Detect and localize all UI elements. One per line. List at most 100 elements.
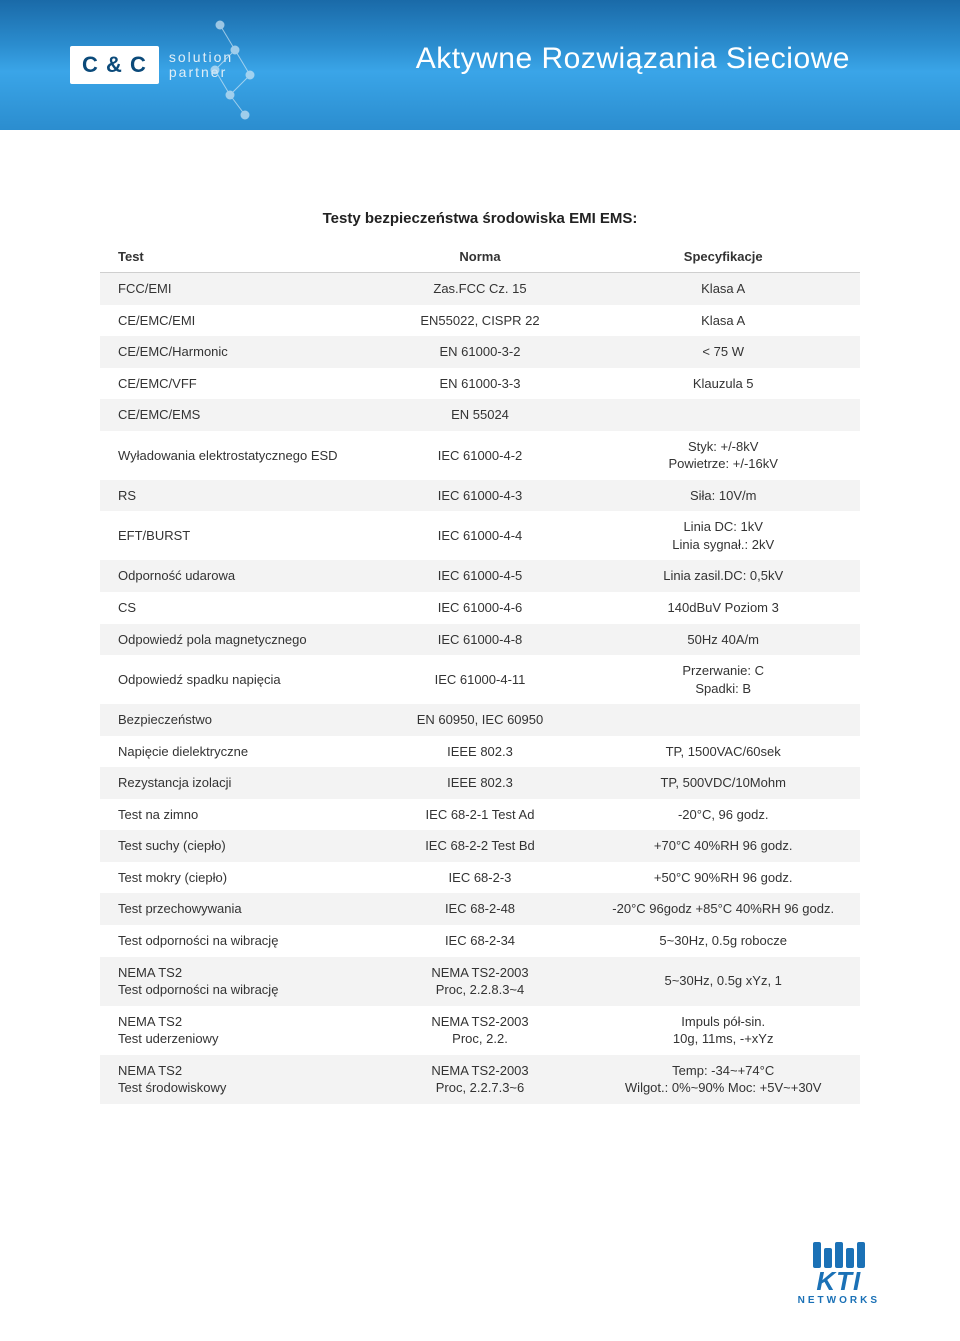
- cell-test: Napięcie dielektryczne: [100, 736, 374, 768]
- cell-norma: NEMA TS2-2003Proc, 2.2.8.3~4: [374, 957, 587, 1006]
- cell-spec: TP, 500VDC/10Mohm: [586, 767, 860, 799]
- cell-norma: IEC 68-2-1 Test Ad: [374, 799, 587, 831]
- table-row: CE/EMC/EMIEN55022, CISPR 22Klasa A: [100, 305, 860, 337]
- cell-test: RS: [100, 480, 374, 512]
- cell-test: NEMA TS2Test uderzeniowy: [100, 1006, 374, 1055]
- cell-spec: Linia zasil.DC: 0,5kV: [586, 560, 860, 592]
- cell-norma: IEC 61000-4-5: [374, 560, 587, 592]
- cell-norma: EN55022, CISPR 22: [374, 305, 587, 337]
- cell-spec: 5~30Hz, 0.5g xYz, 1: [586, 957, 860, 1006]
- cell-spec: Impuls pół-sin.10g, 11ms, -+xYz: [586, 1006, 860, 1055]
- cell-spec: Klauzula 5: [586, 368, 860, 400]
- table-row: Napięcie dielektryczneIEEE 802.3TP, 1500…: [100, 736, 860, 768]
- kti-sub: NETWORKS: [798, 1295, 880, 1306]
- col-test: Test: [100, 241, 374, 273]
- cell-test: NEMA TS2Test odporności na wibrację: [100, 957, 374, 1006]
- cell-spec: Przerwanie: CSpadki: B: [586, 655, 860, 704]
- table-row: Test na zimnoIEC 68-2-1 Test Ad-20°C, 96…: [100, 799, 860, 831]
- cell-spec: Klasa A: [586, 273, 860, 305]
- cell-norma: IEC 68-2-34: [374, 925, 587, 957]
- cell-spec: +50°C 90%RH 96 godz.: [586, 862, 860, 894]
- cell-norma: IEEE 802.3: [374, 767, 587, 799]
- cell-test: CE/EMC/EMI: [100, 305, 374, 337]
- cell-spec: Temp: -34~+74°CWilgot.: 0%~90% Moc: +5V~…: [586, 1055, 860, 1104]
- table-row: Odpowiedź spadku napięciaIEC 61000-4-11P…: [100, 655, 860, 704]
- cell-spec: Klasa A: [586, 305, 860, 337]
- cell-spec: -20°C, 96 godz.: [586, 799, 860, 831]
- table-row: CSIEC 61000-4-6140dBuV Poziom 3: [100, 592, 860, 624]
- header-band: C & C solution partner Aktywne Rozwiązan…: [0, 0, 960, 130]
- cell-test: Rezystancja izolacji: [100, 767, 374, 799]
- cell-test: FCC/EMI: [100, 273, 374, 305]
- cell-norma: IEC 61000-4-11: [374, 655, 587, 704]
- cell-norma: IEC 68-2-3: [374, 862, 587, 894]
- cell-test: EFT/BURST: [100, 511, 374, 560]
- cell-test: Bezpieczeństwo: [100, 704, 374, 736]
- cell-test: Odporność udarowa: [100, 560, 374, 592]
- cell-norma: NEMA TS2-2003Proc, 2.2.7.3~6: [374, 1055, 587, 1104]
- table-row: RSIEC 61000-4-3Siła: 10V/m: [100, 480, 860, 512]
- cell-test: Test odporności na wibrację: [100, 925, 374, 957]
- table-row: EFT/BURSTIEC 61000-4-4Linia DC: 1kVLinia…: [100, 511, 860, 560]
- cell-test: CE/EMC/EMS: [100, 399, 374, 431]
- table-row: NEMA TS2Test środowiskowyNEMA TS2-2003Pr…: [100, 1055, 860, 1104]
- cell-spec: +70°C 40%RH 96 godz.: [586, 830, 860, 862]
- cell-norma: EN 61000-3-2: [374, 336, 587, 368]
- content-area: Testy bezpieczeństwa środowiska EMI EMS:…: [0, 130, 960, 1104]
- table-row: Wyładowania elektrostatycznego ESDIEC 61…: [100, 431, 860, 480]
- table-title: Testy bezpieczeństwa środowiska EMI EMS:: [100, 200, 860, 241]
- cell-test: Odpowiedź pola magnetycznego: [100, 624, 374, 656]
- table-row: FCC/EMIZas.FCC Cz. 15Klasa A: [100, 273, 860, 305]
- logo-box: C & C: [70, 46, 159, 84]
- table-row: NEMA TS2Test uderzeniowyNEMA TS2-2003Pro…: [100, 1006, 860, 1055]
- spec-table: Test Norma Specyfikacje FCC/EMIZas.FCC C…: [100, 241, 860, 1104]
- cell-spec: 50Hz 40A/m: [586, 624, 860, 656]
- table-row: CE/EMC/VFFEN 61000-3-3Klauzula 5: [100, 368, 860, 400]
- cell-test: Odpowiedź spadku napięcia: [100, 655, 374, 704]
- cell-norma: EN 55024: [374, 399, 587, 431]
- kti-bars-icon: [798, 1242, 880, 1268]
- cell-norma: NEMA TS2-2003Proc, 2.2.: [374, 1006, 587, 1055]
- cell-norma: EN 60950, IEC 60950: [374, 704, 587, 736]
- page-title: Aktywne Rozwiązania Sieciowe: [416, 42, 850, 76]
- cell-test: Test przechowywania: [100, 893, 374, 925]
- cell-spec: TP, 1500VAC/60sek: [586, 736, 860, 768]
- col-norma: Norma: [374, 241, 587, 273]
- table-row: Test mokry (ciepło)IEC 68-2-3+50°C 90%RH…: [100, 862, 860, 894]
- cell-spec: < 75 W: [586, 336, 860, 368]
- cell-spec: [586, 399, 860, 431]
- cell-spec: 5~30Hz, 0.5g robocze: [586, 925, 860, 957]
- table-row: BezpieczeństwoEN 60950, IEC 60950: [100, 704, 860, 736]
- cell-test: Test na zimno: [100, 799, 374, 831]
- table-row: Rezystancja izolacjiIEEE 802.3TP, 500VDC…: [100, 767, 860, 799]
- cell-norma: IEC 61000-4-6: [374, 592, 587, 624]
- cell-norma: EN 61000-3-3: [374, 368, 587, 400]
- footer-logo: KTI NETWORKS: [798, 1242, 880, 1306]
- cell-norma: IEC 68-2-48: [374, 893, 587, 925]
- cell-norma: IEEE 802.3: [374, 736, 587, 768]
- col-spec: Specyfikacje: [586, 241, 860, 273]
- table-header-row: Test Norma Specyfikacje: [100, 241, 860, 273]
- table-row: Odporność udarowaIEC 61000-4-5Linia zasi…: [100, 560, 860, 592]
- cell-norma: IEC 61000-4-3: [374, 480, 587, 512]
- table-row: Odpowiedź pola magnetycznegoIEC 61000-4-…: [100, 624, 860, 656]
- kti-brand: KTI: [798, 1270, 880, 1293]
- cell-spec: Styk: +/-8kVPowietrze: +/-16kV: [586, 431, 860, 480]
- cell-norma: IEC 61000-4-4: [374, 511, 587, 560]
- cell-test: CE/EMC/Harmonic: [100, 336, 374, 368]
- cell-spec: [586, 704, 860, 736]
- cell-test: CS: [100, 592, 374, 624]
- table-row: Test przechowywaniaIEC 68-2-48-20°C 96go…: [100, 893, 860, 925]
- cell-spec: 140dBuV Poziom 3: [586, 592, 860, 624]
- cell-norma: IEC 61000-4-2: [374, 431, 587, 480]
- cell-test: NEMA TS2Test środowiskowy: [100, 1055, 374, 1104]
- table-row: Test odporności na wibracjęIEC 68-2-345~…: [100, 925, 860, 957]
- molecule-decoration: [200, 10, 280, 120]
- cell-norma: Zas.FCC Cz. 15: [374, 273, 587, 305]
- cell-test: Test mokry (ciepło): [100, 862, 374, 894]
- cell-norma: IEC 68-2-2 Test Bd: [374, 830, 587, 862]
- cell-test: CE/EMC/VFF: [100, 368, 374, 400]
- cell-norma: IEC 61000-4-8: [374, 624, 587, 656]
- table-row: Test suchy (ciepło)IEC 68-2-2 Test Bd+70…: [100, 830, 860, 862]
- cell-spec: Siła: 10V/m: [586, 480, 860, 512]
